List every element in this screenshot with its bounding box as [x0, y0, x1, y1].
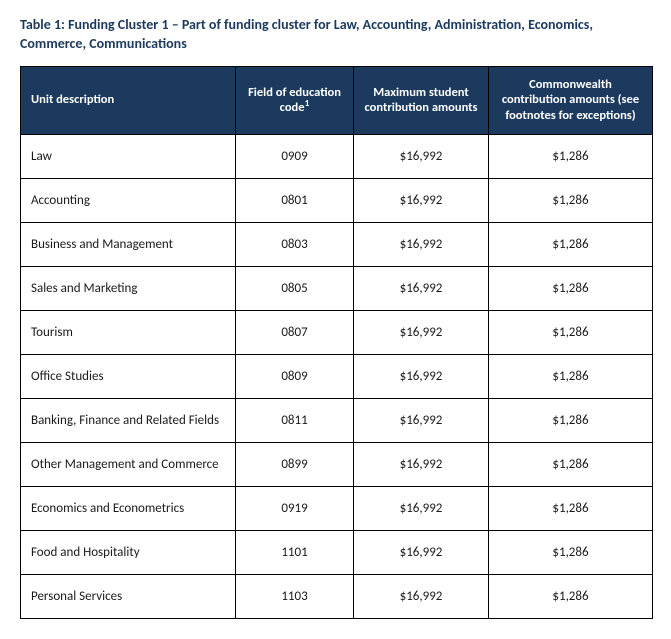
cell-code: 0909: [236, 134, 354, 178]
cell-student: $16,992: [354, 310, 489, 354]
cell-commonwealth: $1,286: [489, 486, 653, 530]
cell-commonwealth: $1,286: [489, 310, 653, 354]
cell-commonwealth: $1,286: [489, 574, 653, 618]
table-row: Business and Management0803$16,992$1,286: [21, 222, 653, 266]
col-header-unit: Unit description: [21, 66, 236, 134]
cell-code: 0899: [236, 442, 354, 486]
cell-commonwealth: $1,286: [489, 222, 653, 266]
table-row: Food and Hospitality1101$16,992$1,286: [21, 530, 653, 574]
cell-student: $16,992: [354, 530, 489, 574]
cell-commonwealth: $1,286: [489, 134, 653, 178]
cell-commonwealth: $1,286: [489, 178, 653, 222]
cell-code: 1103: [236, 574, 354, 618]
cell-unit: Economics and Econometrics: [21, 486, 236, 530]
funding-table: Unit description Field of education code…: [20, 66, 653, 619]
cell-student: $16,992: [354, 178, 489, 222]
cell-code: 0801: [236, 178, 354, 222]
table-row: Other Management and Commerce0899$16,992…: [21, 442, 653, 486]
table-title: Table 1: Funding Cluster 1 – Part of fun…: [20, 16, 640, 54]
table-body: Law0909$16,992$1,286Accounting0801$16,99…: [21, 134, 653, 618]
cell-student: $16,992: [354, 574, 489, 618]
col-header-student: Maximum student contribution amounts: [354, 66, 489, 134]
table-row: Office Studies0809$16,992$1,286: [21, 354, 653, 398]
col-header-code: Field of education code1: [236, 66, 354, 134]
cell-code: 0803: [236, 222, 354, 266]
cell-unit: Tourism: [21, 310, 236, 354]
cell-unit: Business and Management: [21, 222, 236, 266]
cell-student: $16,992: [354, 442, 489, 486]
cell-unit: Personal Services: [21, 574, 236, 618]
cell-code: 0805: [236, 266, 354, 310]
cell-student: $16,992: [354, 266, 489, 310]
table-row: Accounting0801$16,992$1,286: [21, 178, 653, 222]
table-row: Sales and Marketing0805$16,992$1,286: [21, 266, 653, 310]
table-row: Banking, Finance and Related Fields0811$…: [21, 398, 653, 442]
col-header-commonw: Commonwealth contribution amounts (see f…: [489, 66, 653, 134]
cell-commonwealth: $1,286: [489, 398, 653, 442]
cell-student: $16,992: [354, 398, 489, 442]
cell-code: 0919: [236, 486, 354, 530]
cell-student: $16,992: [354, 354, 489, 398]
cell-unit: Office Studies: [21, 354, 236, 398]
cell-unit: Law: [21, 134, 236, 178]
table-row: Personal Services1103$16,992$1,286: [21, 574, 653, 618]
table-row: Economics and Econometrics0919$16,992$1,…: [21, 486, 653, 530]
cell-commonwealth: $1,286: [489, 354, 653, 398]
table-row: Law0909$16,992$1,286: [21, 134, 653, 178]
cell-student: $16,992: [354, 134, 489, 178]
cell-unit: Food and Hospitality: [21, 530, 236, 574]
header-row: Unit description Field of education code…: [21, 66, 653, 134]
cell-student: $16,992: [354, 222, 489, 266]
cell-commonwealth: $1,286: [489, 530, 653, 574]
cell-unit: Banking, Finance and Related Fields: [21, 398, 236, 442]
cell-commonwealth: $1,286: [489, 266, 653, 310]
cell-code: 1101: [236, 530, 354, 574]
cell-commonwealth: $1,286: [489, 442, 653, 486]
cell-code: 0807: [236, 310, 354, 354]
cell-unit: Accounting: [21, 178, 236, 222]
cell-student: $16,992: [354, 486, 489, 530]
cell-code: 0811: [236, 398, 354, 442]
cell-unit: Sales and Marketing: [21, 266, 236, 310]
cell-unit: Other Management and Commerce: [21, 442, 236, 486]
table-row: Tourism0807$16,992$1,286: [21, 310, 653, 354]
cell-code: 0809: [236, 354, 354, 398]
